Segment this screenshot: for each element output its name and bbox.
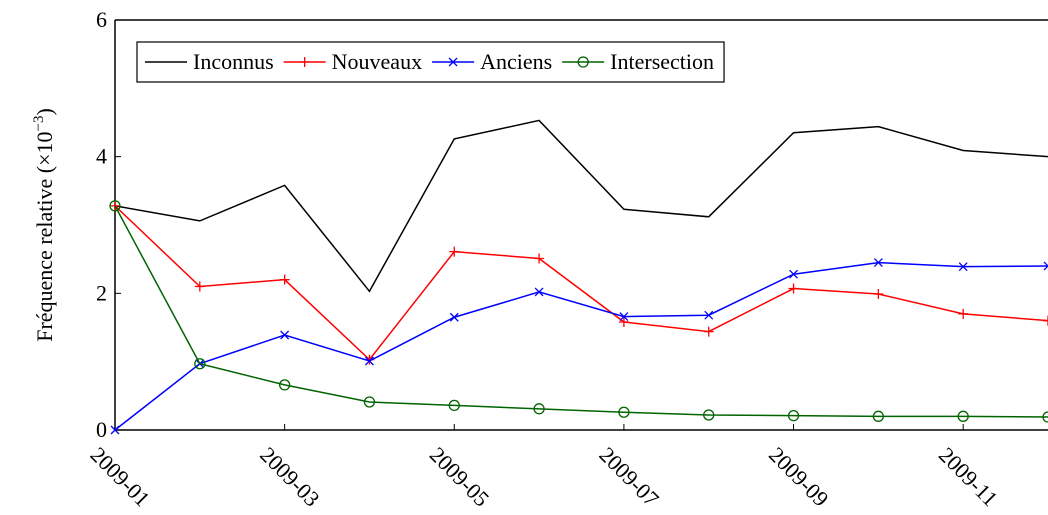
legend-box	[136, 41, 725, 83]
marker	[873, 289, 884, 300]
marker	[533, 403, 545, 415]
legend: Inconnus Nouveaux Anciens Intersection	[136, 41, 725, 83]
marker	[958, 308, 969, 319]
marker	[279, 274, 290, 285]
marker	[788, 283, 799, 294]
y-tick-label: 2	[96, 280, 107, 305]
x-tick-label: 2009-09	[764, 442, 834, 512]
marker	[789, 269, 799, 279]
marker	[618, 317, 629, 328]
x-tick-label: 2009-07	[594, 442, 664, 512]
marker	[703, 326, 714, 337]
marker	[449, 312, 459, 322]
y-tick-label: 0	[96, 417, 107, 442]
y-label-text: Fréquence relative (×10	[32, 131, 57, 341]
legend-label: Inconnus	[193, 49, 274, 74]
marker	[957, 410, 969, 422]
marker	[534, 253, 545, 264]
marker	[618, 406, 630, 418]
marker	[958, 262, 968, 272]
marker	[787, 409, 800, 422]
marker	[1043, 315, 1048, 326]
marker	[278, 379, 291, 391]
y-tick-label: 6	[96, 7, 107, 32]
y-axis-label: Fréquence relative (×10−3)	[31, 108, 57, 342]
line-series	[114, 205, 1048, 361]
marker	[299, 57, 310, 67]
marker	[1043, 261, 1048, 271]
line-series	[114, 205, 1048, 418]
marker	[534, 287, 544, 297]
y-tick-label: 4	[96, 144, 107, 169]
line-series	[114, 119, 1048, 293]
x-tick-label: 2009-05	[425, 442, 495, 512]
marker	[110, 425, 120, 435]
marker	[363, 396, 376, 408]
marker	[703, 409, 715, 421]
y-label-exponent: −3	[31, 116, 47, 132]
legend-label: Intersection	[610, 49, 714, 74]
marker	[280, 330, 290, 340]
marker	[194, 281, 205, 292]
marker	[364, 356, 374, 366]
line-series	[114, 261, 1048, 431]
x-tick-label: 2009-01	[86, 442, 156, 512]
legend-label: Anciens	[480, 49, 552, 74]
marker	[704, 310, 714, 320]
marker	[194, 358, 206, 370]
marker	[449, 246, 460, 257]
y-label-suffix: )	[32, 108, 57, 115]
x-tick-label: 2009-03	[255, 442, 325, 512]
marker	[872, 410, 885, 422]
marker	[448, 57, 458, 67]
marker	[577, 56, 589, 68]
marker	[1042, 411, 1048, 423]
marker	[619, 312, 629, 322]
x-tick-label: 2009-11	[934, 442, 1003, 511]
legend-label: Nouveaux	[332, 49, 422, 74]
marker	[109, 200, 121, 212]
marker	[448, 399, 460, 412]
marker	[873, 258, 883, 268]
